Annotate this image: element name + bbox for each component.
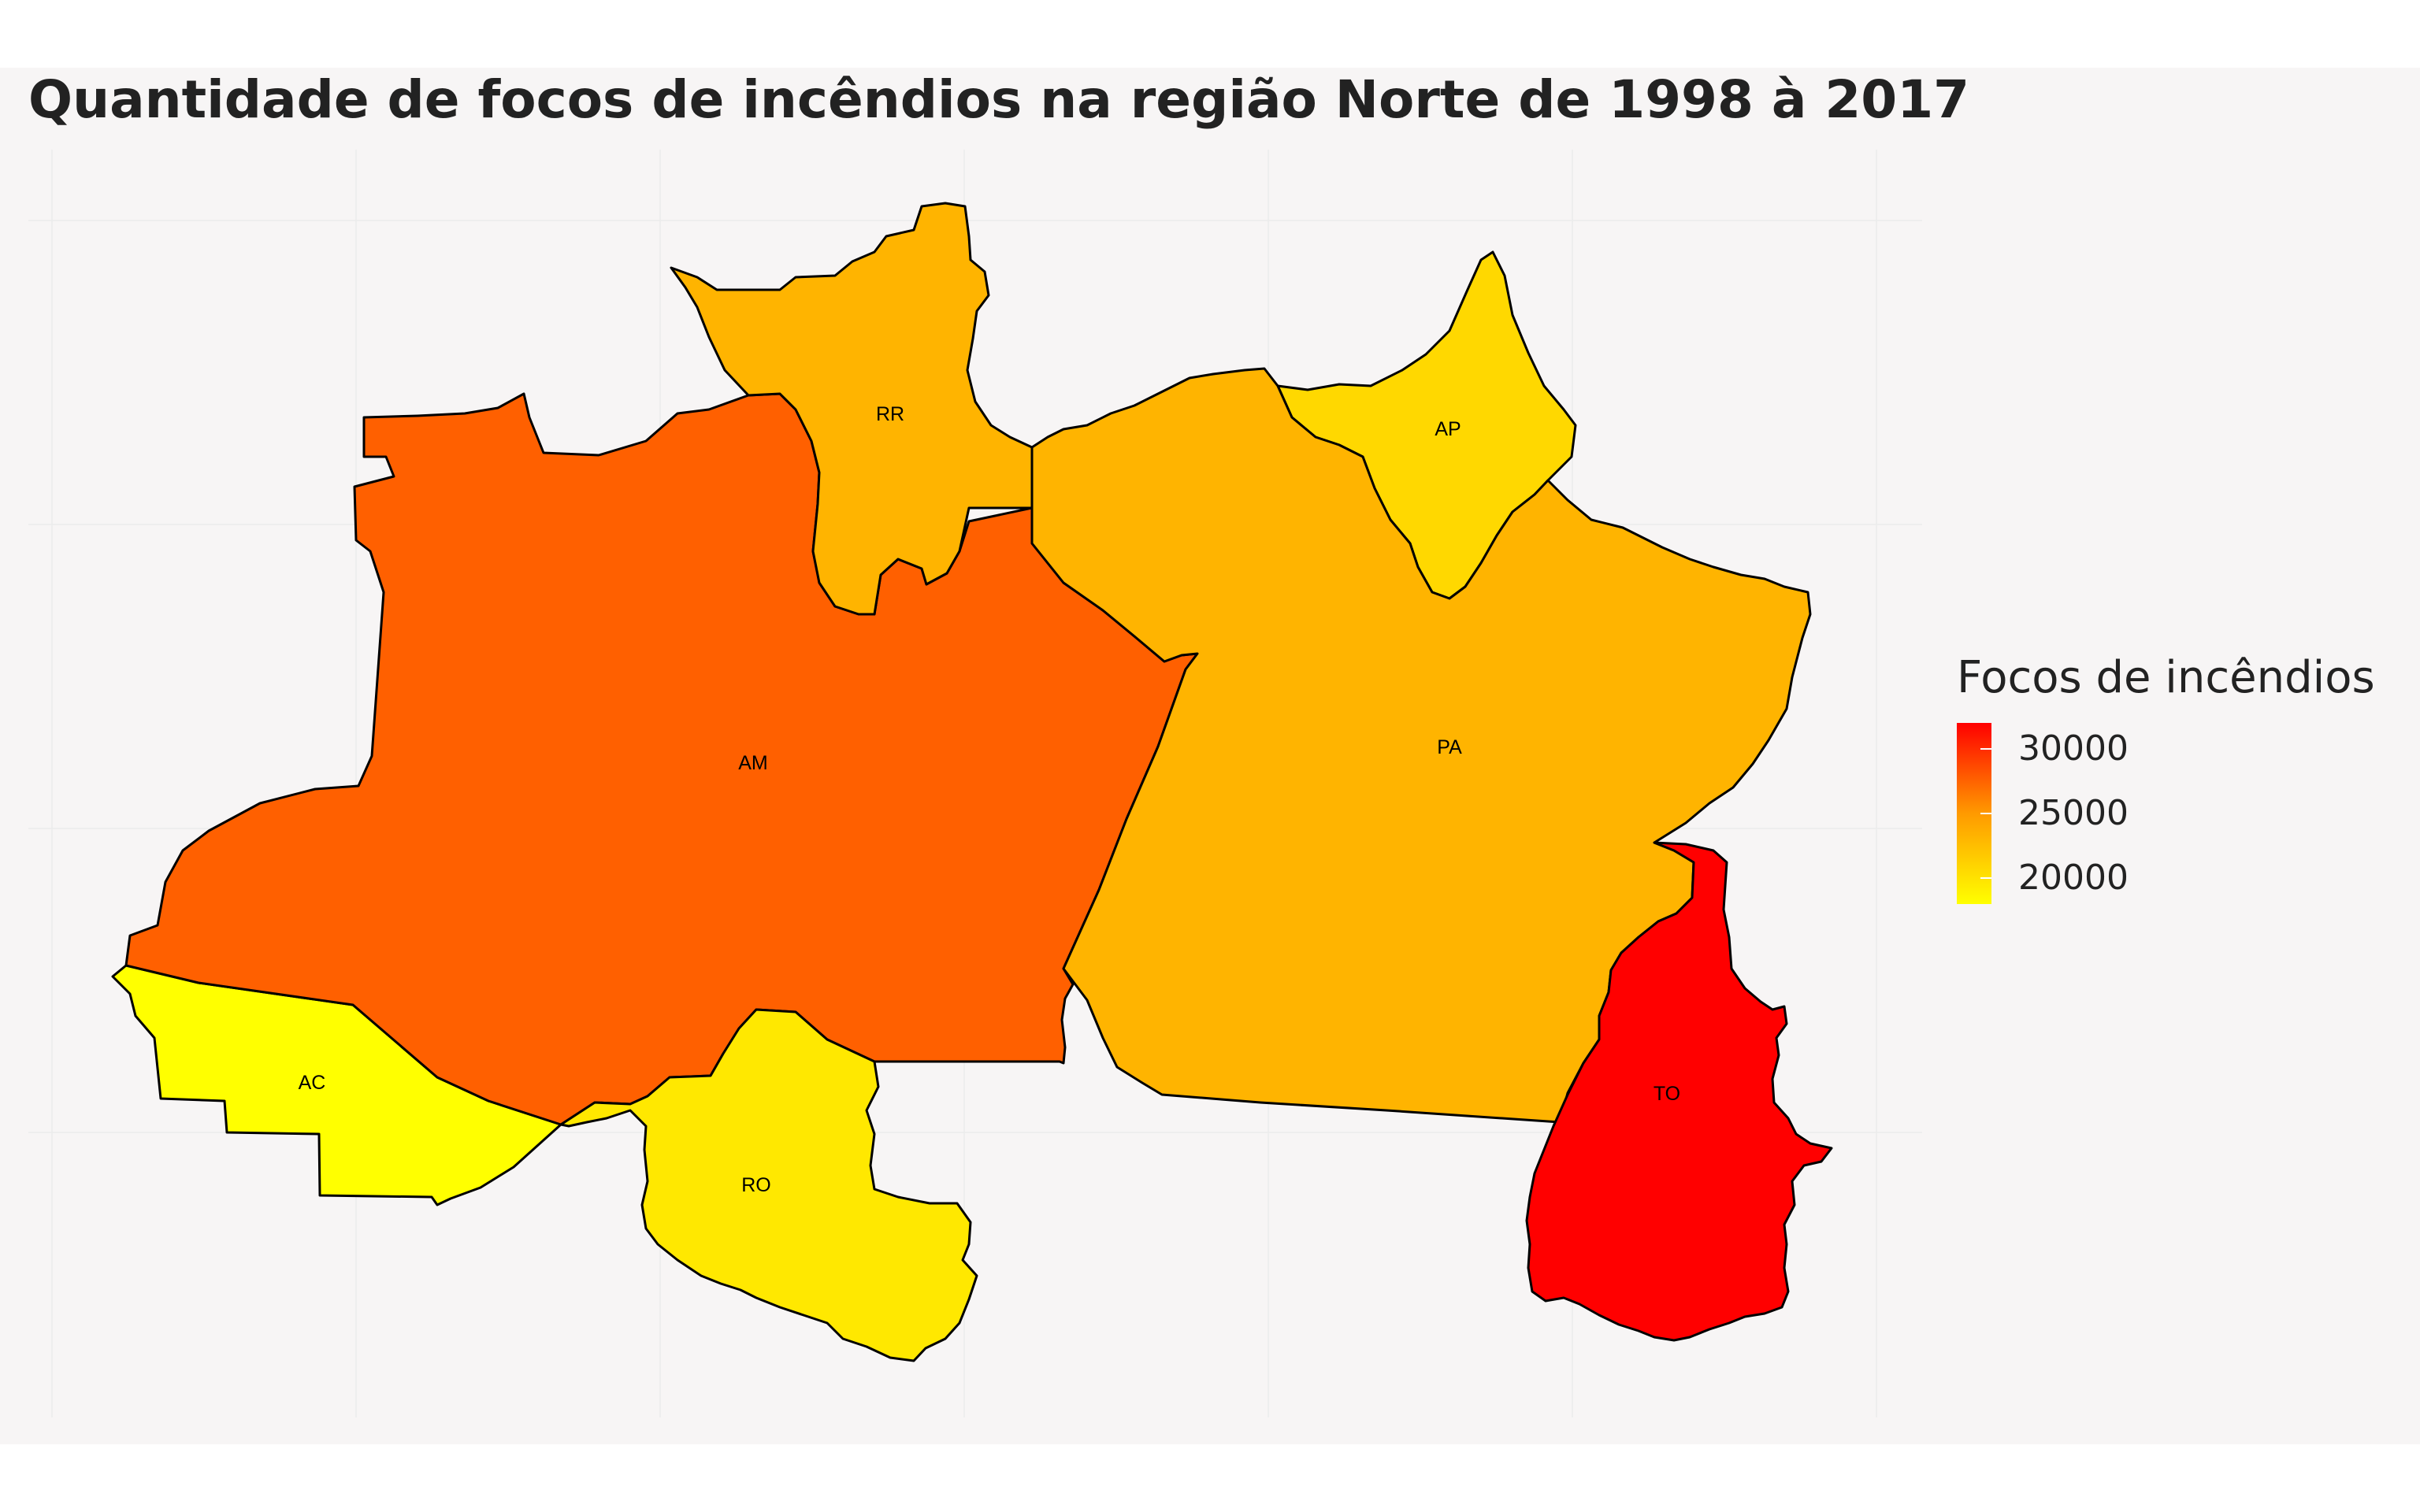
region-label-AC: AC	[299, 1072, 326, 1094]
legend-title: Focos de incêndios	[1957, 652, 2375, 703]
region-label-RR: RR	[876, 403, 904, 425]
region-label-PA: PA	[1437, 736, 1462, 758]
legend-label: 25000	[2018, 793, 2129, 833]
legend-tick	[1980, 813, 1991, 814]
legend-label: 30000	[2018, 728, 2129, 769]
region-label-AP: AP	[1435, 418, 1461, 440]
region-TO[interactable]	[1525, 841, 1833, 1342]
legend-tick	[1980, 877, 1991, 880]
region-label-AM: AM	[738, 752, 768, 774]
region-PA[interactable]	[1030, 367, 1812, 1124]
region-RO[interactable]	[559, 1008, 978, 1362]
region-label-RO: RO	[741, 1174, 771, 1196]
legend-label: 20000	[2018, 858, 2129, 899]
legend-tick	[1980, 747, 1991, 750]
region-label-TO: TO	[1654, 1083, 1680, 1105]
map-title: Quantidade de focos de incêndios na regi…	[28, 69, 1970, 130]
